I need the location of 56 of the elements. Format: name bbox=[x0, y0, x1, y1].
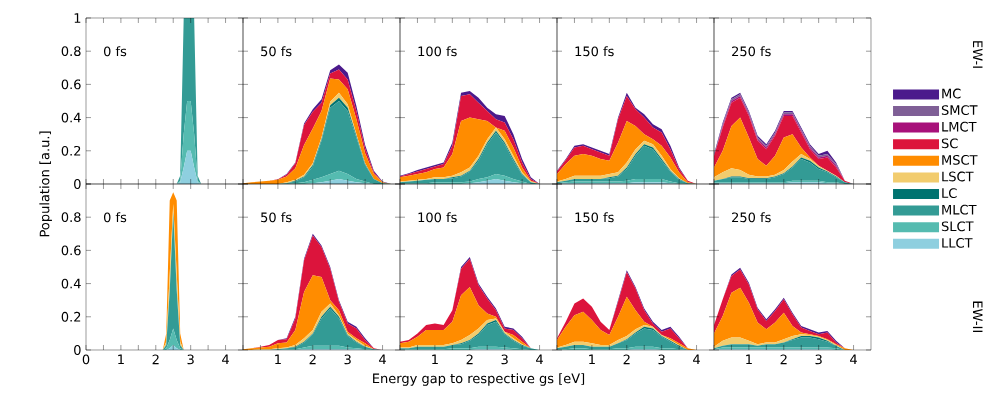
y-axis-title: Population [a.u.] bbox=[39, 131, 52, 237]
x-tick-label: 4 bbox=[850, 354, 857, 364]
y-tick-label: 0.8 bbox=[61, 46, 81, 57]
y-tick-label: 0.4 bbox=[61, 112, 81, 123]
legend-label: SMCT bbox=[941, 105, 978, 116]
text: EW-I bbox=[973, 41, 983, 68]
legend-label: MLCT bbox=[942, 204, 977, 215]
x-tick-label: 2 bbox=[780, 354, 787, 365]
legend-label: LC bbox=[942, 188, 957, 199]
y-tick-label: 0 bbox=[74, 345, 81, 355]
text: 50 fs bbox=[261, 46, 292, 57]
y-tick-label: 1 bbox=[74, 13, 81, 23]
y-tick-label: 0.8 bbox=[61, 212, 81, 223]
x-tick-label: 4 bbox=[379, 354, 386, 364]
text: 0 fs bbox=[103, 212, 127, 223]
x-tick-label: 2 bbox=[152, 354, 159, 365]
text: 250 fs bbox=[732, 46, 771, 57]
text: 150 fs bbox=[575, 46, 614, 57]
legend-label: MSCT bbox=[942, 154, 978, 165]
x-tick-label: 1 bbox=[432, 354, 438, 364]
legend-label: SLCT bbox=[941, 221, 974, 232]
x-tick-label: 1 bbox=[275, 354, 281, 364]
text: EW-II bbox=[973, 301, 983, 332]
y-tick-label: 0 bbox=[74, 179, 81, 189]
x-tick-label: 1 bbox=[118, 354, 124, 364]
legend-label: MC bbox=[942, 88, 961, 99]
legend-label: LSCT bbox=[942, 171, 974, 182]
legend-label: SC bbox=[941, 138, 958, 149]
legend-label: LLCT bbox=[942, 237, 973, 248]
x-axis-title: Energy gap to respective gs [eV] bbox=[373, 373, 585, 386]
x-tick-label: 2 bbox=[466, 354, 473, 365]
text: 100 fs bbox=[418, 46, 457, 57]
x-tick-label: 3 bbox=[344, 354, 351, 365]
x-tick-label: 3 bbox=[501, 354, 508, 365]
x-tick-label: 2 bbox=[309, 354, 316, 365]
text: 100 fs bbox=[418, 212, 457, 223]
x-tick-label: 1 bbox=[589, 354, 595, 364]
y-tick-label: 0.6 bbox=[61, 79, 81, 90]
x-tick-label: 4 bbox=[536, 354, 543, 364]
x-tick-label: 0 bbox=[82, 354, 90, 365]
y-tick-label: 0.2 bbox=[61, 145, 81, 156]
x-tick-label: 3 bbox=[815, 354, 822, 365]
x-tick-label: 4 bbox=[693, 354, 700, 364]
x-tick-label: 1 bbox=[746, 354, 752, 364]
x-tick-label: 2 bbox=[623, 354, 630, 365]
legend-label: LMCT bbox=[942, 121, 977, 132]
text: 50 fs bbox=[261, 212, 292, 223]
x-tick-label: 4 bbox=[222, 354, 229, 364]
text: 250 fs bbox=[732, 212, 771, 223]
y-tick-label: 0.6 bbox=[61, 245, 81, 256]
y-tick-label: 0.2 bbox=[61, 311, 81, 322]
x-tick-label: 3 bbox=[187, 354, 194, 365]
y-tick-label: 0.4 bbox=[61, 278, 81, 289]
text: 150 fs bbox=[575, 212, 614, 223]
text: 0 fs bbox=[103, 46, 127, 57]
x-tick-label: 3 bbox=[658, 354, 665, 365]
